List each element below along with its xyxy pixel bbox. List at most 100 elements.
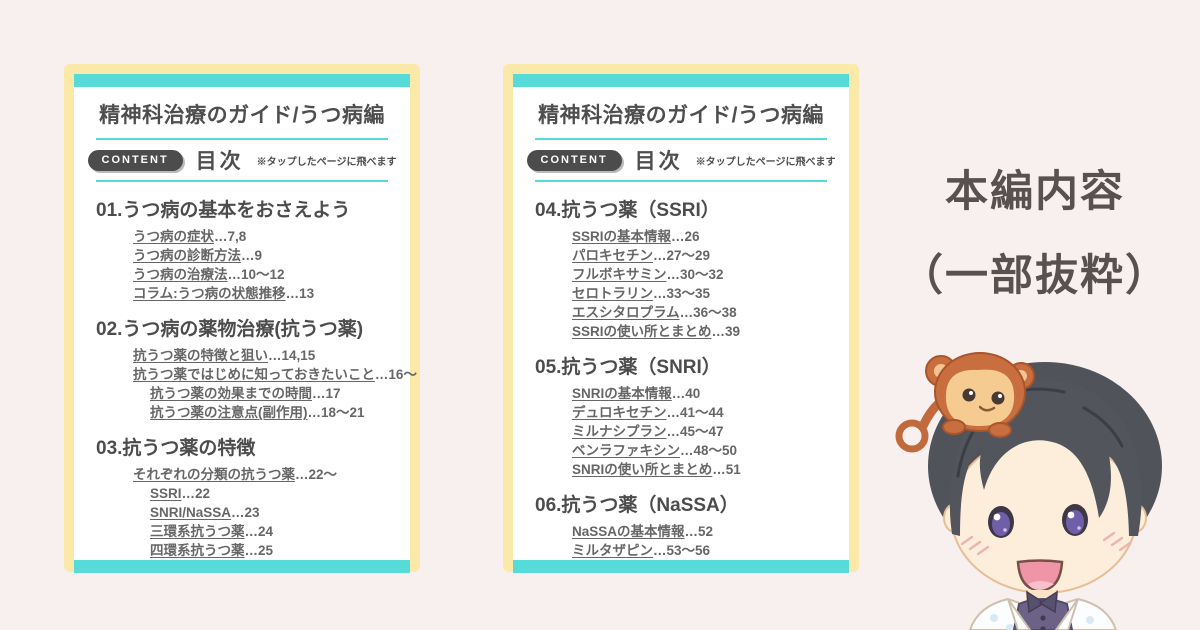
toc-item-pages: …53〜56 xyxy=(653,543,711,558)
toc-item-pages: …41〜44 xyxy=(666,405,724,420)
toc-item-link[interactable]: うつ病の治療法…10〜12 xyxy=(133,265,402,284)
toc-item-link[interactable]: SNRIの基本情報…40 xyxy=(572,384,841,403)
toc-item-link[interactable]: 抗うつ薬ではじめに知っておきたいこと…16〜 xyxy=(133,365,417,384)
toc-item-label: 四環系抗うつ薬 xyxy=(150,543,245,558)
blush-marks xyxy=(960,531,1132,556)
toc-item-link[interactable]: ミルナシプラン…45〜47 xyxy=(572,422,841,441)
toc-item-link[interactable]: SSRI…22 xyxy=(150,484,402,503)
toc-item-link[interactable]: それぞれの分類の抗うつ薬…22〜 xyxy=(133,465,402,484)
toc-item-label: SNRI/NaSSA xyxy=(150,505,232,520)
toc-item-pages: …22 xyxy=(181,486,211,501)
toc-item-link[interactable]: コラム:うつ病の状態推移…13 xyxy=(133,284,402,303)
toc-sections: 01.うつ病の基本をおさえよう うつ病の症状…7,8 うつ病の診断方法…9 うつ病の治… xyxy=(74,182,417,560)
section-heading: 01.うつ病の基本をおさえよう xyxy=(96,200,351,221)
toc-item-link[interactable]: ミルタザピン…53〜56 xyxy=(572,541,841,560)
toc-item-pages: …33〜35 xyxy=(653,286,711,301)
toc-item-pages: …51 xyxy=(712,462,741,477)
toc-item-link[interactable]: SSRIの使い所とまとめ…39 xyxy=(572,322,841,341)
teal-top-bar xyxy=(513,74,849,87)
toc-item-pages: …36〜38 xyxy=(679,305,737,320)
toc-label: 目次 xyxy=(634,150,683,173)
toc-item-link[interactable]: SSRIの基本情報…26 xyxy=(572,227,841,246)
toc-item-pages: …24 xyxy=(244,524,274,539)
tap-note: ※タップしたページに飛べます xyxy=(695,156,836,168)
toc-item-label: 三環系抗うつ薬 xyxy=(150,524,245,539)
toc-item-label: セロトラリン xyxy=(572,286,653,301)
toc-item-label: 抗うつ薬の特徴と狙い xyxy=(133,348,268,363)
toc-item-pages: …48〜50 xyxy=(680,443,738,458)
guide-title: 精神科治療のガイド/うつ病編 xyxy=(538,104,824,127)
page-title: 本編内容 （一部抜粋） xyxy=(885,150,1185,318)
toc-item-link[interactable]: うつ病の診断方法…9 xyxy=(133,246,402,265)
toc-item-pages: …27〜29 xyxy=(653,248,711,263)
toc-item-label: パロキセチン xyxy=(572,248,653,263)
toc-label: 目次 xyxy=(195,150,244,173)
toc-item-pages: …18〜21 xyxy=(307,405,365,420)
toc-item-label: SSRIの使い所とまとめ xyxy=(572,324,712,339)
toc-item-label: ベンラファキシン xyxy=(572,443,680,458)
toc-item-label: コラム:うつ病の状態推移 xyxy=(133,286,286,301)
guide-title: 精神科治療のガイド/うつ病編 xyxy=(99,104,385,127)
section-heading: 05.抗うつ薬（SNRI） xyxy=(535,357,721,378)
section-heading: 02.うつ病の薬物治療(抗うつ薬) xyxy=(96,319,364,340)
toc-card-2-inner: 精神科治療のガイド/うつ病編 CONTENT 目次 ※タップしたページに飛べます… xyxy=(513,74,849,573)
toc-header-row: CONTENT 目次 ※タップしたページに飛べます xyxy=(74,140,410,180)
content-badge: CONTENT xyxy=(526,149,622,171)
toc-item-link[interactable]: SNRIの使い所とまとめ…51 xyxy=(572,460,841,479)
toc-item-label: SSRI xyxy=(150,486,182,501)
toc-item-link[interactable]: 三環系抗うつ薬…24 xyxy=(150,522,402,541)
tap-note: ※タップしたページに飛べます xyxy=(256,156,397,168)
toc-item-label: NaSSAの基本情報 xyxy=(572,524,685,539)
toc-item-label: フルボキサミン xyxy=(572,267,667,282)
toc-item-pages: …26 xyxy=(671,229,700,244)
divider xyxy=(96,138,388,140)
toc-item-pages: …16〜 xyxy=(374,367,417,382)
toc-item-link[interactable]: うつ病の症状…7,8 xyxy=(133,227,402,246)
monkey-icon xyxy=(895,352,1035,453)
page-title-line1: 本編内容 xyxy=(945,168,1125,216)
toc-item-link[interactable]: パロキセチン…27〜29 xyxy=(572,246,841,265)
toc-item-link[interactable]: ベンラファキシン…48〜50 xyxy=(572,441,841,460)
toc-item-link[interactable]: エスシタロプラム…36〜38 xyxy=(572,303,841,322)
section-heading: 04.抗うつ薬（SSRI） xyxy=(535,200,720,221)
section-heading: 06.抗うつ薬（NaSSA） xyxy=(535,495,739,516)
toc-header-row: CONTENT 目次 ※タップしたページに飛べます xyxy=(513,140,849,180)
toc-card-2: 精神科治療のガイド/うつ病編 CONTENT 目次 ※タップしたページに飛べます… xyxy=(503,64,859,573)
toc-item-link[interactable]: 抗うつ薬の特徴と狙い…14,15 xyxy=(133,346,402,365)
toc-item-pages: …23 xyxy=(231,505,260,520)
toc-item-pages: …7,8 xyxy=(214,229,247,244)
toc-item-pages: …30〜32 xyxy=(666,267,724,282)
doctor-character-illustration xyxy=(895,352,1162,630)
toc-item-link[interactable]: 抗うつ薬の注意点(副作用)…18〜21 xyxy=(150,403,402,422)
toc-item-label: SNRIの使い所とまとめ xyxy=(572,462,713,477)
toc-item-pages: …22〜 xyxy=(295,467,338,482)
toc-item-link[interactable]: 四環系抗うつ薬…25 xyxy=(150,541,402,560)
toc-item-pages: …9 xyxy=(241,248,263,263)
toc-item-label: ミルタザピン xyxy=(572,543,653,558)
toc-item-label: デュロキセチン xyxy=(572,405,667,420)
toc-item-link[interactable]: NaSSAの基本情報…52 xyxy=(572,522,841,541)
toc-item-label: うつ病の治療法 xyxy=(133,267,228,282)
toc-item-pages: …40 xyxy=(671,386,701,401)
toc-item-link[interactable]: 抗うつ薬の効果までの時間…17 xyxy=(150,384,402,403)
toc-item-label: SNRIの基本情報 xyxy=(572,386,672,401)
toc-item-link[interactable]: デュロキセチン…41〜44 xyxy=(572,403,841,422)
toc-item-label: SSRIの基本情報 xyxy=(572,229,672,244)
divider xyxy=(535,138,827,140)
toc-item-label: 抗うつ薬の注意点(副作用) xyxy=(150,405,308,420)
toc-item-link[interactable]: セロトラリン…33〜35 xyxy=(572,284,841,303)
section-heading: 03.抗うつ薬の特徴 xyxy=(96,438,256,459)
toc-item-label: ミルナシプラン xyxy=(572,424,667,439)
toc-item-label: うつ病の症状 xyxy=(133,229,214,244)
toc-item-label: エスシタロプラム xyxy=(572,305,680,320)
toc-item-label: それぞれの分類の抗うつ薬 xyxy=(133,467,295,482)
toc-item-label: 抗うつ薬の効果までの時間 xyxy=(150,386,312,401)
content-badge: CONTENT xyxy=(87,149,183,171)
toc-item-pages: …13 xyxy=(285,286,315,301)
toc-item-link[interactable]: フルボキサミン…30〜32 xyxy=(572,265,841,284)
boy-mouth xyxy=(1016,559,1064,592)
toc-item-pages: …45〜47 xyxy=(666,424,724,439)
toc-item-label: うつ病の診断方法 xyxy=(133,248,241,263)
toc-item-link[interactable]: SNRI/NaSSA…23 xyxy=(150,503,402,522)
toc-card-1-inner: 精神科治療のガイド/うつ病編 CONTENT 目次 ※タップしたページに飛べます… xyxy=(74,74,417,573)
